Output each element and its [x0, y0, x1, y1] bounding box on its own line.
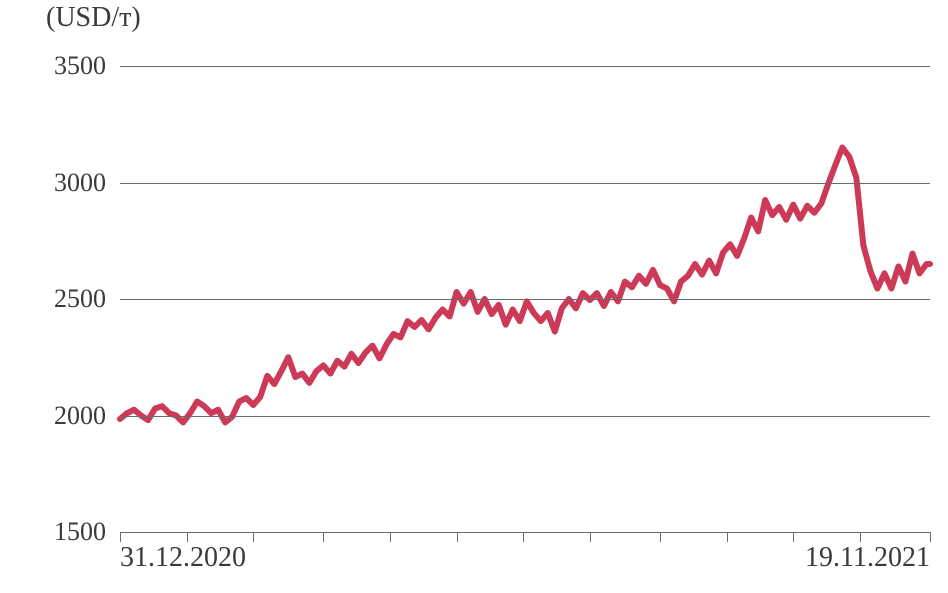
x-tick-mark: [253, 532, 254, 542]
plot-area: 1500200025003000350031.12.202019.11.2021: [120, 66, 930, 532]
x-tick-mark: [523, 532, 524, 542]
x-tick-mark: [660, 532, 661, 542]
price-line: [120, 148, 930, 423]
x-tick-mark: [390, 532, 391, 542]
gridline: [120, 183, 930, 184]
chart-container: (USD/т) 1500200025003000350031.12.202019…: [0, 0, 948, 593]
x-tick-label: 19.11.2021: [805, 532, 930, 574]
gridline: [120, 66, 930, 67]
y-tick-label: 2500: [54, 284, 120, 314]
x-tick-mark: [793, 532, 794, 542]
y-tick-label: 3000: [54, 168, 120, 198]
gridline: [120, 416, 930, 417]
x-tick-mark: [457, 532, 458, 542]
x-tick-mark: [323, 532, 324, 542]
y-axis-label: (USD/т): [46, 2, 141, 34]
y-tick-label: 1500: [54, 517, 120, 547]
x-tick-mark: [930, 532, 931, 542]
gridline: [120, 299, 930, 300]
x-tick-mark: [727, 532, 728, 542]
x-tick-mark: [590, 532, 591, 542]
y-tick-label: 2000: [54, 401, 120, 431]
y-tick-label: 3500: [54, 51, 120, 81]
x-tick-label: 31.12.2020: [120, 532, 246, 574]
